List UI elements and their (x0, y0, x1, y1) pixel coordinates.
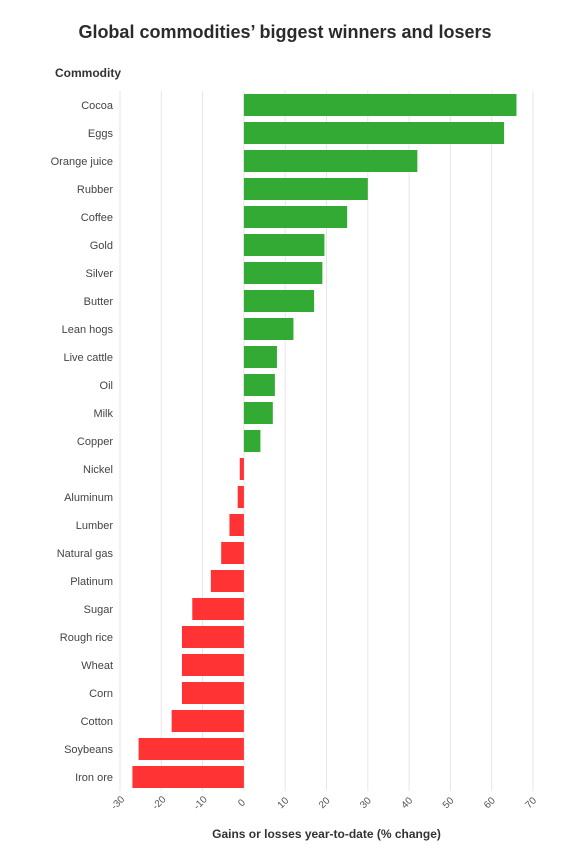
bar-wheat (181, 654, 244, 676)
bar-eggs (243, 122, 505, 144)
bar-soybeans (138, 738, 244, 760)
category-label: Silver (85, 268, 113, 280)
bar-natural-gas (221, 542, 244, 564)
x-tick-label: -30 (109, 794, 127, 812)
bar-aluminum (237, 486, 244, 508)
x-tick-label: 30 (358, 795, 374, 811)
x-tick-label: 0 (236, 797, 248, 809)
category-label: Lean hogs (62, 324, 114, 336)
x-tick-label: 60 (482, 795, 498, 811)
x-tick-label: 20 (317, 795, 333, 811)
bar-lumber (229, 514, 244, 536)
bar-silver (243, 262, 323, 284)
category-label: Coffee (81, 212, 113, 224)
x-tick-label: -20 (151, 794, 169, 812)
bar-iron-ore (132, 766, 244, 788)
category-label: Wheat (81, 660, 113, 672)
category-label: Eggs (88, 128, 114, 140)
bar-lean-hogs (243, 318, 294, 340)
category-label: Lumber (76, 520, 114, 532)
bar-cocoa (243, 94, 517, 116)
x-axis-ticks: -30 -20 -10 0 10 20 30 40 50 60 70 (109, 794, 539, 812)
bar-butter (243, 290, 315, 312)
category-label: Orange juice (51, 156, 113, 168)
x-tick-label: 40 (400, 795, 416, 811)
bar-copper (243, 430, 261, 452)
bar-coffee (243, 206, 348, 228)
category-label: Corn (89, 688, 113, 700)
y-axis-title: Commodity (55, 66, 121, 80)
x-tick-label: 10 (276, 795, 292, 811)
bar-cotton (171, 710, 244, 732)
bar-oil (243, 374, 275, 396)
category-label: Copper (77, 436, 113, 448)
bar-sugar (192, 598, 244, 620)
bar-gold (243, 234, 325, 256)
category-label: Gold (90, 240, 113, 252)
bar-milk (243, 402, 273, 424)
gridlines (119, 91, 534, 791)
category-label: Butter (84, 296, 114, 308)
category-label: Cocoa (81, 100, 114, 112)
category-label: Soybeans (64, 744, 113, 756)
category-label: Nickel (83, 464, 113, 476)
category-label: Sugar (84, 604, 114, 616)
bar-rough-rice (181, 626, 244, 648)
category-label: Cotton (81, 716, 113, 728)
x-tick-label: -10 (192, 794, 210, 812)
x-tick-label: 70 (523, 795, 539, 811)
x-axis-title: Gains or losses year-to-date (% change) (212, 827, 441, 841)
category-label: Natural gas (57, 548, 114, 560)
category-label: Rough rice (60, 632, 113, 644)
bar-corn (181, 682, 244, 704)
bars (132, 94, 517, 788)
chart-title: Global commodities’ biggest winners and … (78, 22, 492, 42)
category-label: Platinum (70, 576, 113, 588)
bar-nickel (239, 458, 244, 480)
bar-rubber (243, 178, 368, 200)
category-label: Aluminum (64, 492, 113, 504)
category-labels: Cocoa Eggs Orange juice Rubber Coffee Gold Sil… (51, 100, 114, 784)
category-label: Milk (93, 408, 113, 420)
category-label: Rubber (77, 184, 113, 196)
category-label: Oil (100, 380, 113, 392)
x-tick-label: 50 (441, 795, 457, 811)
category-label: Iron ore (75, 772, 113, 784)
bar-live-cattle (243, 346, 277, 368)
bar-orange-juice (243, 150, 418, 172)
bar-platinum (210, 570, 244, 592)
category-label: Live cattle (63, 352, 113, 364)
